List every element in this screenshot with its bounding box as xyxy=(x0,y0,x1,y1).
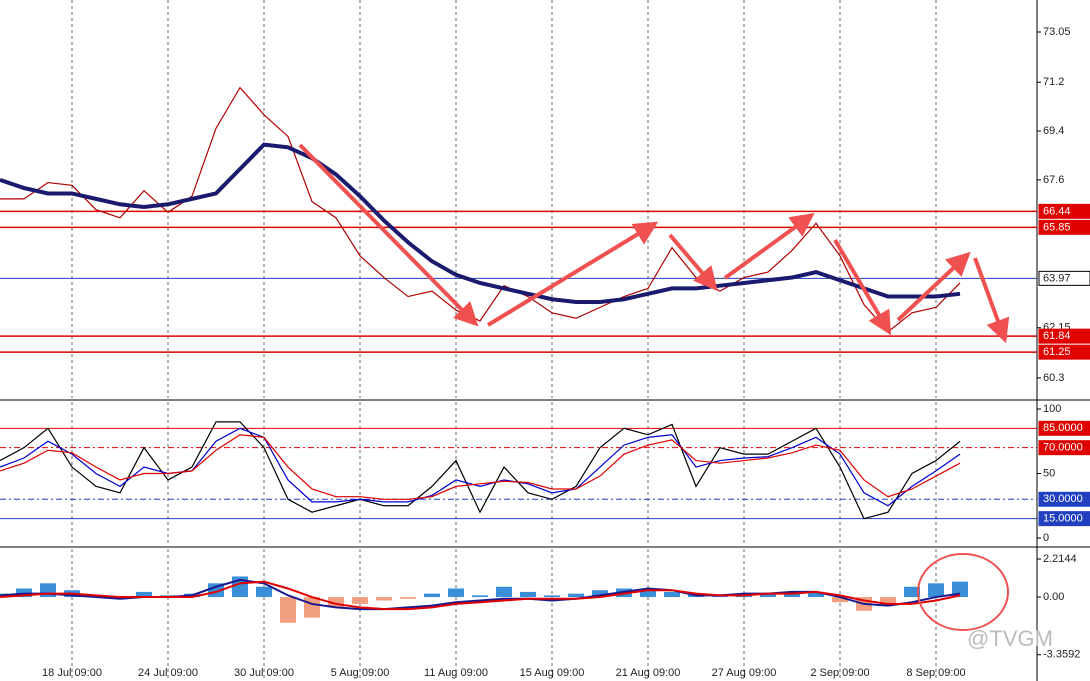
level-box xyxy=(1038,511,1090,527)
level-box xyxy=(1038,203,1090,219)
histogram-bar xyxy=(496,586,512,598)
series-line xyxy=(0,427,961,507)
histogram-bar xyxy=(664,591,680,598)
histogram-bar xyxy=(376,597,392,601)
histogram-bar xyxy=(400,597,416,599)
histogram-bar xyxy=(136,591,152,598)
level-label: 15.0000 xyxy=(1043,513,1083,525)
level-label: 66.44 xyxy=(1043,205,1071,217)
series-line xyxy=(0,86,961,333)
histogram-bar xyxy=(280,597,296,623)
histogram-bar xyxy=(520,591,536,598)
annotations xyxy=(298,143,1010,631)
histogram-bar xyxy=(304,597,320,618)
histogram-bar xyxy=(904,586,920,598)
y-tick-label: 73.05 xyxy=(1043,26,1071,38)
histogram-bar xyxy=(808,591,824,598)
series-line xyxy=(0,142,961,304)
level-label: 61.84 xyxy=(1043,330,1071,342)
histogram-bar xyxy=(472,595,488,598)
level-box xyxy=(1038,270,1090,286)
y-tick-label: 0 xyxy=(1043,532,1049,544)
y-tick-label: 50 xyxy=(1043,467,1055,479)
y-tick-label: 100 xyxy=(1043,403,1061,415)
histogram-bar xyxy=(760,593,776,598)
level-box xyxy=(1038,491,1090,507)
histogram-bar xyxy=(832,597,848,603)
series-line xyxy=(0,434,961,500)
level-label: 61.25 xyxy=(1043,346,1071,358)
x-tick-label: 11 Aug 09:00 xyxy=(424,667,488,679)
histogram-bar xyxy=(424,593,440,598)
x-tick-label: 21 Aug 09:00 xyxy=(616,667,681,679)
histogram-bar xyxy=(328,597,344,608)
x-tick-label: 8 Sep 09:00 xyxy=(906,667,965,679)
level-label: 30.0000 xyxy=(1043,493,1083,505)
y-tick-label: 67.6 xyxy=(1043,174,1064,186)
level-label: 70.0000 xyxy=(1043,442,1083,454)
x-tick-label: 18 Jul 09:00 xyxy=(42,667,102,679)
histogram-bar xyxy=(448,588,464,598)
histogram-bar xyxy=(568,593,584,598)
y-tick-label: -3.3592 xyxy=(1043,649,1080,661)
level-box xyxy=(1038,420,1090,436)
x-tick-label: 30 Jul 09:00 xyxy=(234,667,294,679)
histogram-bar xyxy=(256,586,272,598)
y-tick-label: 2.2144 xyxy=(1043,553,1077,565)
level-box xyxy=(1038,344,1090,360)
level-box xyxy=(1038,440,1090,456)
y-tick-label: 0.00 xyxy=(1043,591,1064,603)
y-tick-label: 71.2 xyxy=(1043,76,1064,88)
level-box xyxy=(1038,219,1090,235)
y-tick-label: 60.3 xyxy=(1043,372,1064,384)
level-label: 85.0000 xyxy=(1043,422,1083,434)
x-tick-label: 15 Aug 09:00 xyxy=(520,667,585,679)
histogram-bar xyxy=(592,590,608,598)
x-tick-label: 5 Aug 09:00 xyxy=(331,667,390,679)
level-box xyxy=(1038,328,1090,344)
level-label: 63.97 xyxy=(1043,272,1071,284)
histogram-bar xyxy=(640,590,656,598)
x-tick-label: 27 Aug 09:00 xyxy=(712,667,777,679)
series-line xyxy=(0,580,961,611)
histogram-bar xyxy=(880,597,896,606)
histogram-bar xyxy=(544,595,560,598)
histogram-bar xyxy=(352,597,368,604)
histogram-bar xyxy=(928,583,944,598)
watermark: @TVGM xyxy=(967,626,1053,651)
series-line xyxy=(0,421,961,520)
x-tick-label: 2 Sep 09:00 xyxy=(810,667,869,679)
y-tick-label: 69.4 xyxy=(1043,125,1064,137)
x-tick-label: 24 Jul 09:00 xyxy=(138,667,198,679)
level-label: 65.85 xyxy=(1043,221,1071,233)
